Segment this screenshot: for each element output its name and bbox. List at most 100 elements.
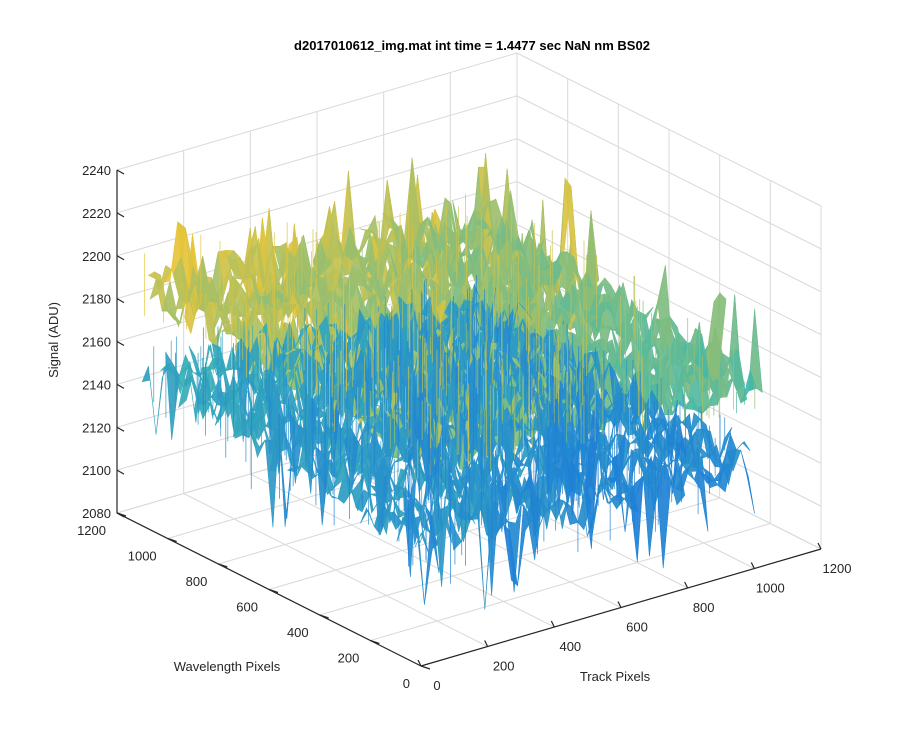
z-tick-label: 2240 xyxy=(82,163,111,178)
back-wall-grid-line xyxy=(116,52,518,171)
z-tick-label: 2220 xyxy=(82,206,111,221)
x-tick-label: 200 xyxy=(493,659,515,674)
z-tick-mark xyxy=(116,426,125,432)
z-tick-mark xyxy=(116,212,125,218)
surface-patch xyxy=(448,476,464,501)
surface-patch xyxy=(178,353,194,377)
surface-patch xyxy=(596,277,612,288)
x-tick-label: 0 xyxy=(433,678,440,693)
z-tick-label: 2100 xyxy=(82,463,111,478)
z-tick-mark xyxy=(116,255,125,261)
z-tick-mark xyxy=(116,340,125,347)
surface-patch xyxy=(157,265,173,295)
side-wall-grid-line xyxy=(516,52,822,207)
z-tick-mark xyxy=(116,469,125,475)
surface-patch xyxy=(523,437,539,469)
surface-patch xyxy=(685,412,701,458)
y-tick-mark xyxy=(420,665,431,670)
surface-patch xyxy=(436,197,452,245)
y-tick-mark xyxy=(167,537,177,543)
z-tick-label: 2120 xyxy=(82,420,111,435)
y-tick-mark xyxy=(218,563,228,568)
z-axis-title: Signal (ADU) xyxy=(46,302,61,378)
y-tick-label: 1200 xyxy=(77,523,106,538)
z-tick-mark xyxy=(116,512,125,518)
surface-patch xyxy=(675,464,691,493)
x-tick-mark xyxy=(617,601,622,608)
surface-patch xyxy=(288,411,304,484)
side-wall-grid-line xyxy=(516,138,822,293)
chart-title: d2017010612_img.mat int time = 1.4477 se… xyxy=(294,38,650,53)
surface-patch xyxy=(454,461,469,483)
y-tick-label: 1000 xyxy=(128,549,157,564)
surface-patch xyxy=(736,441,751,452)
surface-patch xyxy=(273,245,289,279)
surface-patch xyxy=(687,327,703,363)
z-tick-mark xyxy=(116,383,125,389)
surface-patch xyxy=(475,218,491,230)
surface-patch xyxy=(669,316,684,358)
surface-patch xyxy=(165,352,180,441)
surface-patch xyxy=(343,226,359,261)
x-tick-mark xyxy=(417,659,422,667)
surface-patch xyxy=(629,475,644,563)
surface-patch xyxy=(227,249,242,280)
z-tick-mark xyxy=(116,298,125,304)
y-tick-label: 200 xyxy=(338,651,360,666)
z-tick-label: 2080 xyxy=(82,506,111,521)
surface-patch xyxy=(645,389,660,423)
surface-patch xyxy=(413,216,429,250)
surface-patch xyxy=(614,282,630,319)
surface-patch xyxy=(203,251,219,296)
surface-patch xyxy=(524,219,539,261)
y-tick-label: 0 xyxy=(403,676,410,691)
surface-patch xyxy=(740,450,755,514)
surface-layer xyxy=(141,153,763,610)
x-tick-label: 1200 xyxy=(823,561,852,576)
y-tick-mark xyxy=(370,639,380,645)
surface-patch xyxy=(504,302,519,334)
z-tick-label: 2160 xyxy=(82,335,111,350)
x-tick-label: 600 xyxy=(626,620,648,635)
surface-patch xyxy=(651,265,666,344)
surface-patch xyxy=(505,220,521,251)
z-tick-label: 2200 xyxy=(82,249,111,264)
side-wall-grid-line xyxy=(516,95,822,250)
surface-patch xyxy=(672,415,687,494)
surface-patch xyxy=(560,251,575,281)
surface-patch xyxy=(472,301,487,332)
x-tick-label: 800 xyxy=(693,600,715,615)
y-tick-label: 400 xyxy=(287,625,309,640)
x-tick-mark xyxy=(550,620,555,628)
surface-patch xyxy=(297,235,312,272)
surface-patch xyxy=(250,237,266,282)
y-axis-title: Wavelength Pixels xyxy=(174,659,281,674)
surface-patch xyxy=(188,345,203,383)
surface-patch xyxy=(444,299,460,323)
x-tick-mark xyxy=(484,640,489,647)
y-tick-mark xyxy=(319,614,329,619)
x-axis-title: Track Pixels xyxy=(580,669,651,684)
x-tick-mark xyxy=(684,581,689,589)
y-tick-label: 800 xyxy=(186,574,208,589)
z-tick-label: 2180 xyxy=(82,292,111,307)
surface-patch xyxy=(366,214,382,261)
x-tick-label: 400 xyxy=(559,639,581,654)
y-tick-mark xyxy=(268,588,279,594)
surface-patch xyxy=(724,348,739,376)
z-tick-label: 2140 xyxy=(82,377,111,392)
y-tick-label: 600 xyxy=(236,600,258,615)
surface-patch xyxy=(183,361,198,402)
floor-grid-line xyxy=(370,523,771,641)
x-tick-mark xyxy=(750,562,755,569)
x-tick-label: 1000 xyxy=(756,581,785,596)
surface-patch xyxy=(351,308,366,396)
surface-patch xyxy=(141,365,157,435)
side-wall-grid-line xyxy=(516,224,822,378)
tick-layer: 0 200 400 600 800 1000 1200 0 200 400 600 800 1000 12… xyxy=(77,163,851,693)
surface-patch xyxy=(487,198,503,242)
surface-patch xyxy=(180,257,196,305)
surface-patch xyxy=(211,343,227,380)
